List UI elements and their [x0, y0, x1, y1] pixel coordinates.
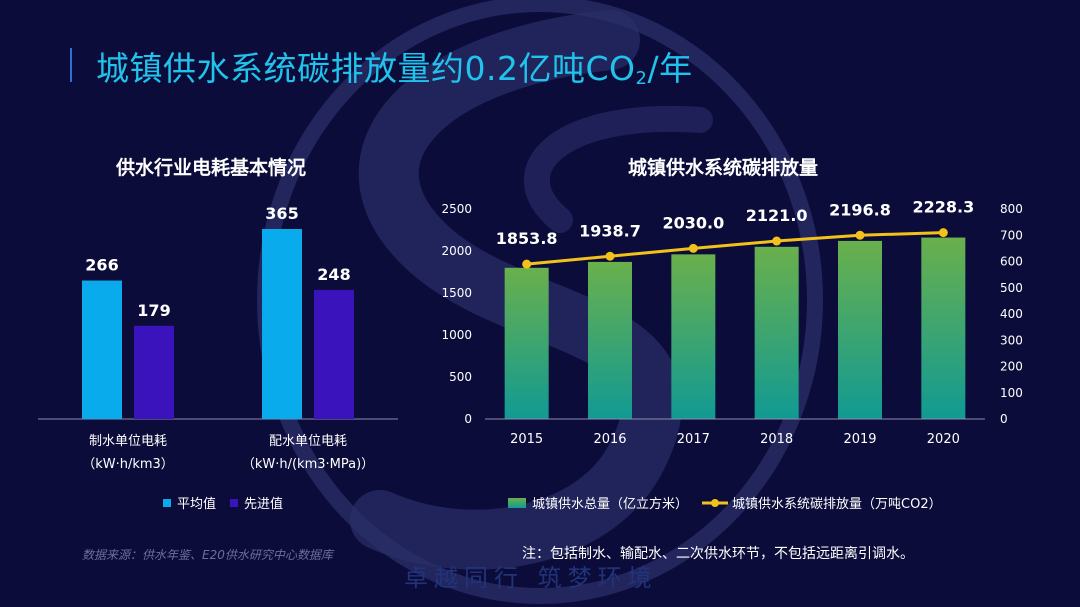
left-bar — [82, 280, 122, 419]
supply-bar — [671, 254, 716, 419]
left-category-label: 配水单位电耗 — [269, 434, 347, 449]
right-chart-title: 城镇供水系统碳排放量 — [628, 157, 819, 179]
carbon-point — [605, 251, 615, 261]
right-y-tick-label: 100 — [1000, 386, 1023, 400]
legend-swatch-water-supply — [508, 497, 526, 508]
legend-label-carbon: 城镇供水系统碳排放量（万吨CO2） — [732, 497, 942, 512]
left-y-tick-label: 2500 — [441, 202, 472, 216]
right-legend: 城镇供水总量（亿立方米） 城镇供水系统碳排放量（万吨CO2） — [508, 493, 956, 512]
right-y-tick-label: 700 — [1000, 228, 1023, 242]
right-y-tick-label: 300 — [1000, 333, 1023, 347]
left-legend: 平均值 先进值 — [163, 493, 297, 512]
footnote: 注：包括制水、输配水、二次供水环节，不包括远距离引调水。 — [522, 546, 914, 562]
right-y-tick-label: 600 — [1000, 255, 1023, 269]
left-bar-value-label: 248 — [317, 265, 350, 284]
carbon-point — [522, 259, 532, 269]
left-bar-chart: 266 179 制水单位电耗 （kW·h/km3） 365 248 配水单位电耗 （kW·h/… — [38, 204, 398, 472]
x-tick-label: 2015 — [510, 432, 543, 447]
left-y-tick-label: 0 — [464, 412, 472, 426]
left-y-tick-label: 500 — [449, 370, 472, 384]
right-y-tick-label: 800 — [1000, 202, 1023, 216]
carbon-point — [772, 236, 782, 246]
legend-label-advanced: 先进值 — [244, 497, 284, 512]
legend-item-water-supply: 城镇供水总量（亿立方米） — [508, 493, 688, 512]
left-bar — [262, 229, 302, 419]
right-y-tick-label: 200 — [1000, 360, 1023, 374]
carbon-value-label: 1938.7 — [579, 221, 641, 240]
left-chart-title: 供水行业电耗基本情况 — [116, 157, 307, 179]
left-bar — [134, 325, 174, 419]
page-title-main: 城镇供水系统碳排放量约0.2亿吨CO — [96, 49, 636, 88]
left-bar-value-label: 179 — [137, 301, 170, 320]
carbon-value-label: 2228.3 — [912, 198, 974, 217]
carbon-point — [688, 243, 698, 253]
page-title-subscript: 2 — [635, 68, 648, 89]
carbon-point — [855, 230, 865, 240]
legend-item-advanced: 先进值 — [230, 493, 283, 512]
right-y-tick-label: 500 — [1000, 281, 1023, 295]
left-bar — [314, 289, 354, 419]
legend-label-water-supply: 城镇供水总量（亿立方米） — [532, 497, 689, 512]
supply-bar — [838, 240, 882, 419]
right-y-tick-label: 400 — [1000, 307, 1023, 321]
left-category-unit-label: （kW·h/(km3·MPa)） — [242, 457, 374, 472]
x-tick-label: 2019 — [843, 432, 876, 447]
left-bar-value-label: 266 — [85, 256, 118, 275]
legend-item-carbon: 城镇供水系统碳排放量（万吨CO2） — [702, 493, 942, 512]
carbon-value-label: 1853.8 — [496, 229, 558, 248]
title-accent-bar — [70, 48, 72, 82]
legend-item-average: 平均值 — [163, 493, 216, 512]
x-tick-label: 2020 — [927, 432, 960, 447]
legend-swatch-average — [163, 498, 171, 507]
left-y-tick-label: 2000 — [441, 244, 472, 258]
legend-label-average: 平均值 — [177, 497, 217, 512]
x-tick-label: 2017 — [677, 432, 710, 447]
carbon-value-label: 2196.8 — [829, 200, 891, 219]
slogan-watermark: 卓越同行 筑梦环境 — [404, 564, 658, 592]
supply-bar — [504, 267, 549, 419]
right-combo-chart: 0 500 1000 1500 2000 2500 0 100 200 300 400 500 600 7… — [441, 198, 1023, 447]
page-title-end: /年 — [647, 49, 693, 88]
carbon-line — [526, 231, 944, 266]
carbon-point — [938, 228, 948, 238]
supply-bar — [754, 246, 799, 419]
left-category-label: 制水单位电耗 — [89, 434, 167, 449]
legend-line-icon — [702, 498, 729, 507]
right-y-tick-label: 0 — [1000, 412, 1008, 426]
x-tick-label: 2016 — [593, 432, 626, 447]
left-y-tick-label: 1500 — [441, 286, 472, 300]
page-title: 城镇供水系统碳排放量约0.2亿吨CO2/年 — [96, 42, 693, 90]
supply-bar — [921, 237, 966, 419]
legend-swatch-advanced — [230, 498, 239, 507]
left-y-tick-label: 1000 — [441, 328, 472, 342]
x-tick-label: 2018 — [760, 432, 793, 447]
carbon-value-label: 2121.0 — [746, 206, 808, 225]
left-bar-value-label: 365 — [265, 204, 298, 223]
supply-bar — [588, 261, 632, 419]
left-category-unit-label: （kW·h/km3） — [82, 457, 174, 472]
data-source: 数据来源：供水年鉴、E20供水研究中心数据库 — [82, 548, 333, 562]
carbon-value-label: 2030.0 — [662, 213, 724, 232]
